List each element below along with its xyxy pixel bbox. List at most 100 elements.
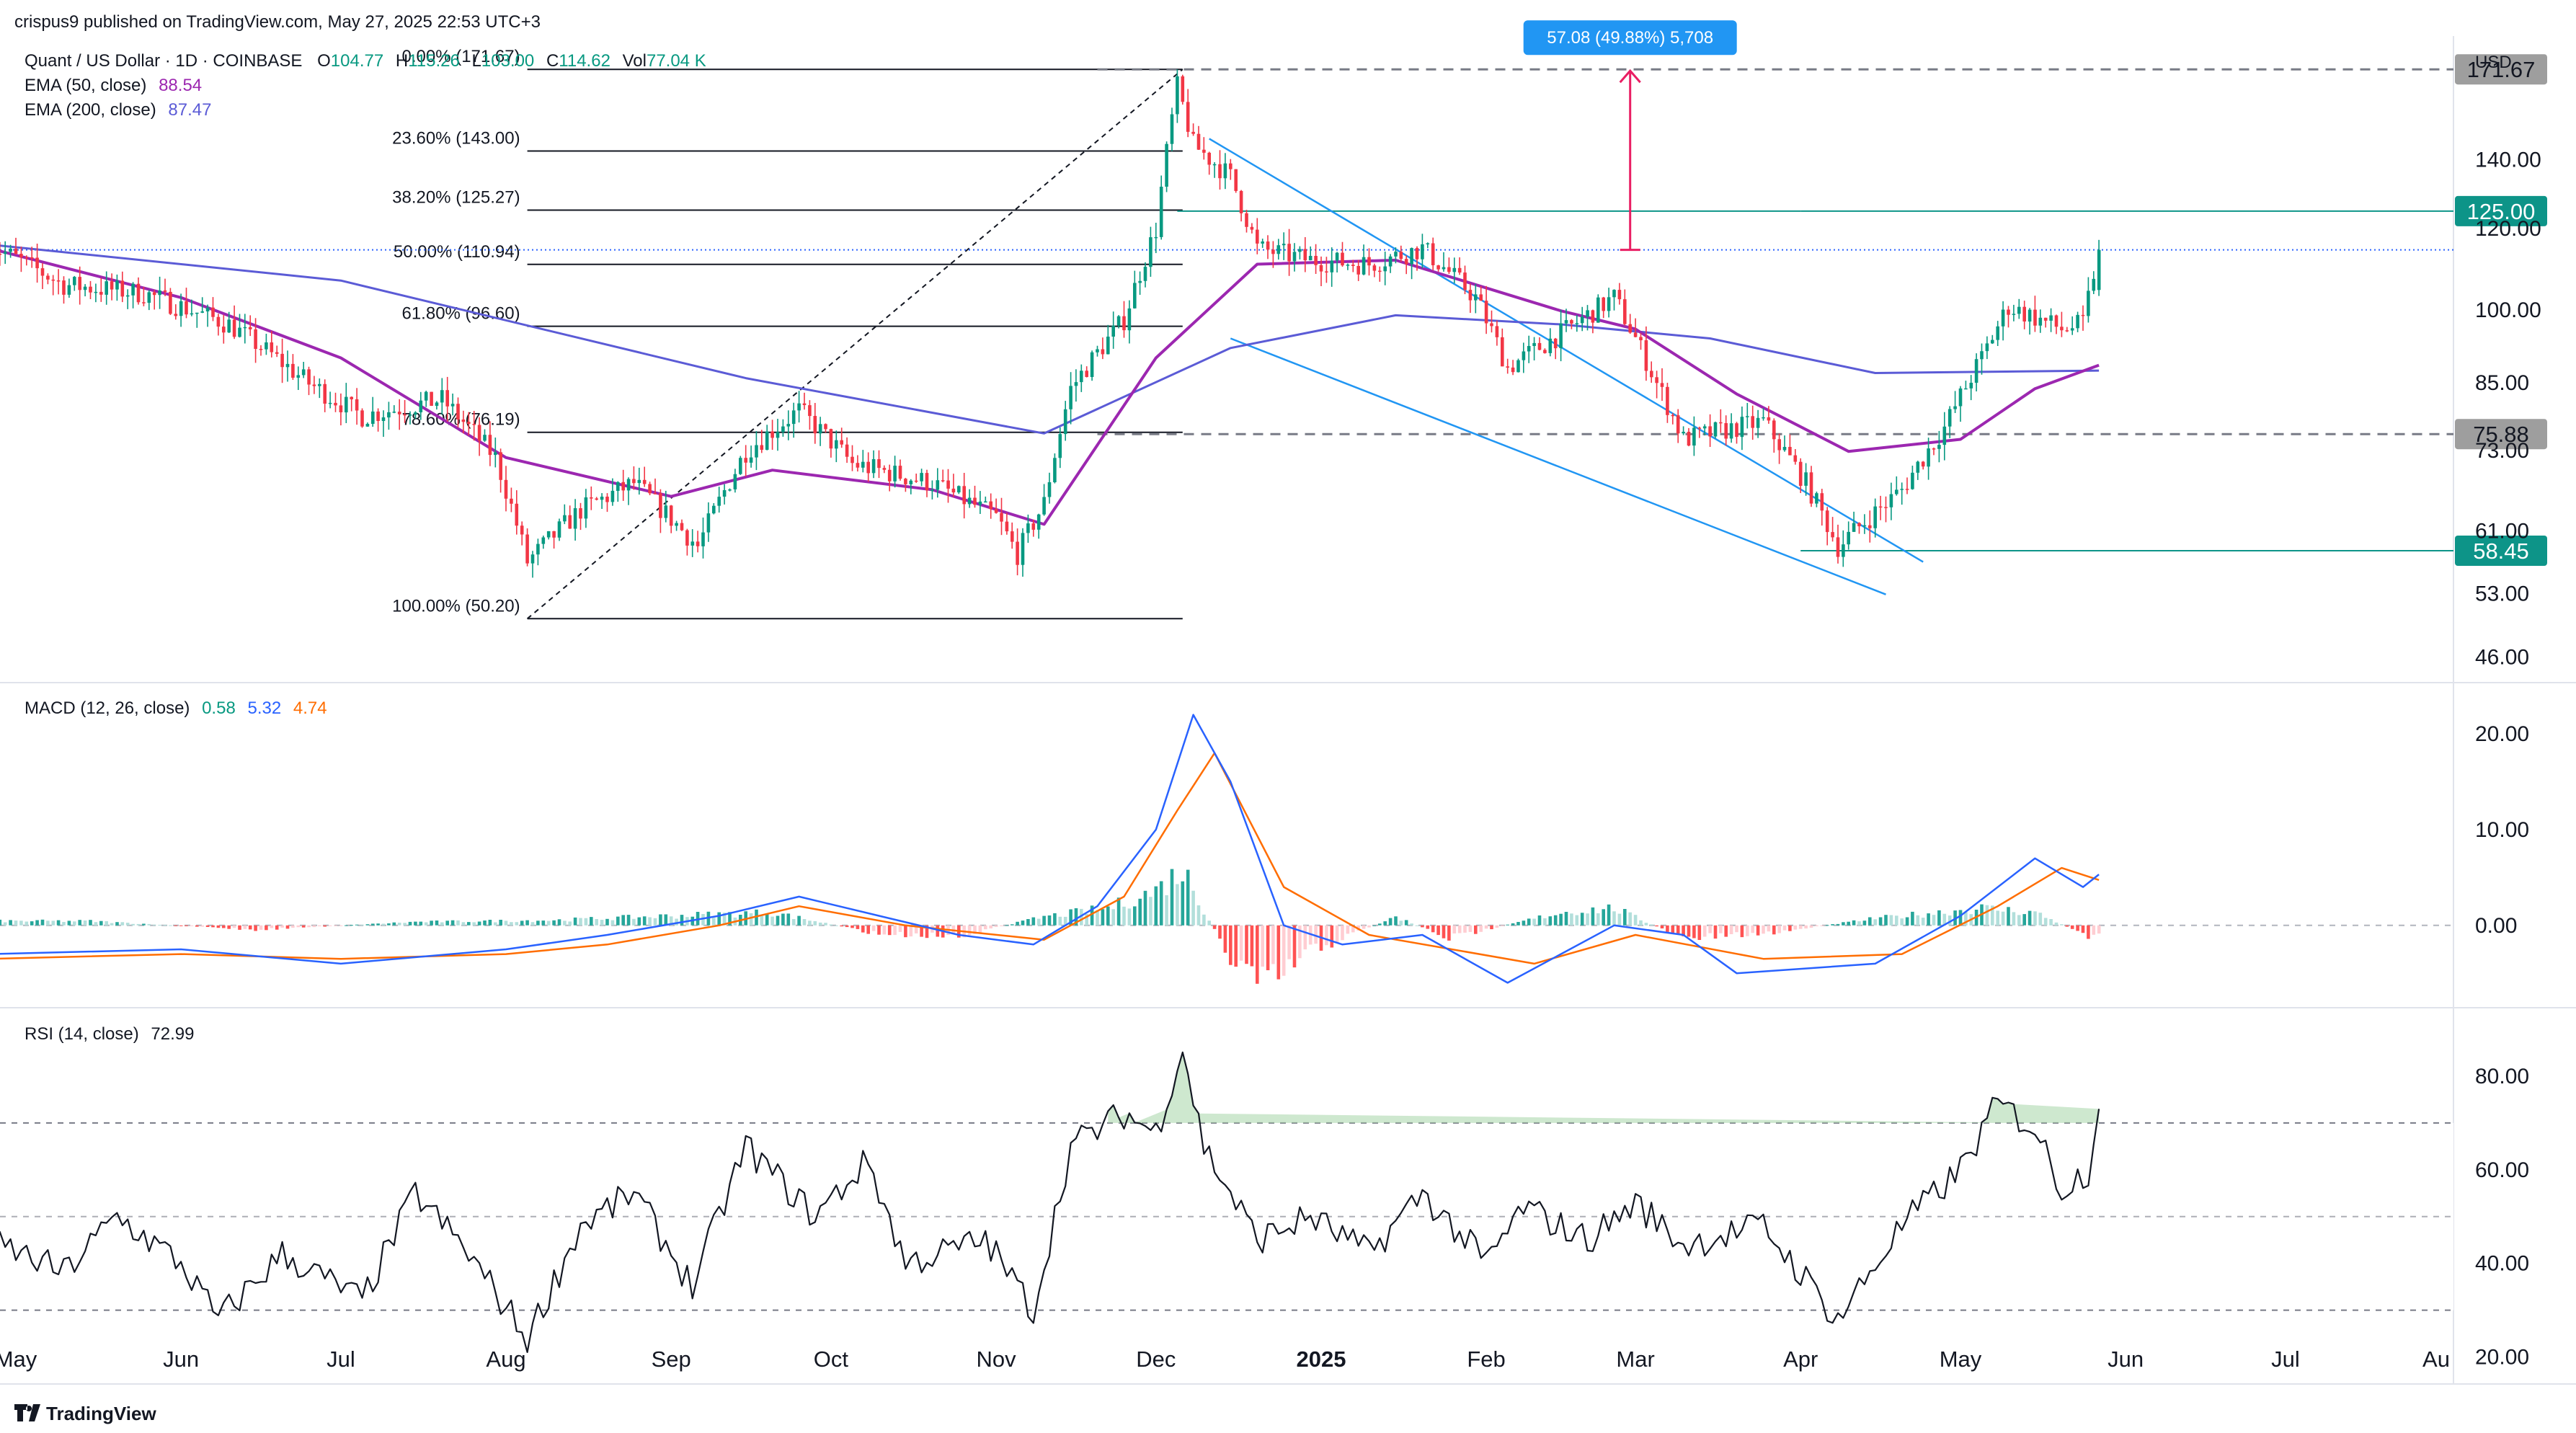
fib-level-label: 38.20% (125.27) [392, 188, 520, 208]
macd-histogram-bar [1256, 925, 1259, 984]
macd-histogram-bar [664, 914, 668, 926]
macd-histogram-bar [1186, 869, 1190, 926]
candle-body [941, 480, 945, 482]
macd-histogram-bar [984, 925, 987, 930]
macd-line [0, 714, 2100, 984]
macd-histogram-bar [1596, 913, 1600, 926]
macd-histogram-bar [1873, 919, 1877, 926]
candle-body [1516, 360, 1520, 373]
macd-histogram-bar [1335, 925, 1339, 944]
macd-histogram-bar [376, 923, 380, 926]
price-tick-label: 120.00 [2475, 217, 2541, 241]
candle-body [1404, 259, 1408, 265]
macd-histogram-bar [499, 920, 502, 926]
candle-body [1303, 249, 1307, 261]
macd-histogram-bar [1298, 925, 1302, 959]
macd-histogram-bar [2070, 925, 2074, 929]
macd-histogram-bar [1862, 920, 1867, 926]
candle-body [2033, 309, 2037, 326]
macd-histogram-bar [610, 920, 615, 926]
measure-label-text: 57.08 (49.88%) 5,708 [1547, 28, 1713, 48]
macd-histogram-bar [1196, 905, 1201, 926]
macd-histogram-bar [973, 925, 977, 934]
macd-histogram-bar [1452, 925, 1457, 933]
macd-histogram-bar [1697, 925, 1702, 940]
price-tick-label: 85.00 [2475, 371, 2529, 395]
macd-histogram-bar [722, 913, 727, 926]
candle-body [648, 484, 652, 494]
macd-histogram-bar [1868, 917, 1872, 926]
ohlc-close-key: C [546, 51, 559, 71]
price-tick-label: 140.00 [2475, 148, 2541, 172]
candle-body [285, 363, 290, 368]
macd-histogram-bar [1522, 920, 1526, 926]
rsi-pane [0, 1051, 2453, 1353]
macd-histogram-bar [530, 922, 535, 926]
candle-body [2012, 314, 2016, 315]
candle-body [259, 349, 263, 350]
candlestick-series [0, 69, 2101, 578]
macd-signal-line [0, 752, 2100, 965]
macd-histogram-bar [1245, 925, 1248, 964]
tradingview-logo[interactable]: TradingView [14, 1403, 156, 1424]
macd-histogram-bar [2017, 915, 2021, 926]
candle-body [1815, 493, 1818, 504]
candle-body [1628, 324, 1632, 333]
candle-body [579, 508, 582, 519]
price-range-measure[interactable]: 57.08 (49.88%) 5,708 [1523, 20, 1737, 252]
macd-histogram-bar [1457, 925, 1462, 933]
candle-body [920, 473, 923, 482]
macd-histogram-bar [1543, 918, 1547, 926]
macd-histogram-bar [2001, 911, 2005, 926]
candle-body [994, 509, 998, 513]
candle-body [802, 403, 807, 405]
candle-body [504, 479, 508, 499]
candle-body [1133, 283, 1137, 309]
ema50-line [0, 249, 2100, 526]
candle-body [147, 292, 151, 303]
macd-histogram-bar [1996, 910, 1999, 926]
macd-histogram-bar [1021, 920, 1025, 926]
macd-histogram-bar [877, 925, 881, 935]
candle-body [1399, 252, 1403, 259]
horizontal-levels[interactable]: 171.67 125.00 75.88 58.45 [0, 54, 2547, 566]
candle-body [701, 532, 705, 546]
macd-histogram-bar [392, 922, 396, 926]
candle-body [1463, 272, 1467, 290]
macd-histogram-bar [925, 925, 929, 939]
candle-body [270, 342, 274, 352]
macd-histogram-bar [978, 925, 982, 933]
falling-channel[interactable] [1209, 138, 1924, 595]
candle-body [105, 281, 108, 295]
candle-body [1751, 416, 1754, 428]
macd-histogram-bar [791, 919, 796, 926]
macd-histogram-bar [1474, 925, 1478, 934]
candle-body [461, 420, 466, 422]
candle-body [733, 474, 737, 489]
candle-body [1852, 523, 1856, 532]
candle-body [1793, 455, 1798, 462]
candle-body [365, 424, 370, 427]
candle-body [808, 405, 812, 417]
tradingview-logo-icon [14, 1404, 40, 1421]
macd-histogram-bar [125, 923, 130, 926]
candle-body [1537, 342, 1542, 350]
candle-body [1181, 76, 1185, 102]
candle-body [845, 444, 849, 457]
macd-histogram-bar [1346, 925, 1350, 934]
candle-body [1074, 382, 1078, 386]
candle-body [1623, 299, 1627, 324]
channel-line [1230, 337, 1886, 595]
macd-histogram-bar [285, 925, 290, 929]
macd-histogram-bar [1490, 925, 1493, 930]
macd-histogram-bar [1154, 886, 1158, 926]
level-badge [2455, 419, 2547, 450]
macd-histogram-bar [1729, 925, 1733, 934]
candle-body [238, 327, 241, 337]
macd-histogram-bar [1426, 925, 1430, 929]
candle-body [1772, 420, 1776, 440]
candle-body [296, 375, 301, 378]
candle-body [2060, 327, 2064, 331]
fibonacci-retracement[interactable]: 0.00% (171.67) 23.60% (143.00) 38.20% (125… [392, 47, 1183, 620]
